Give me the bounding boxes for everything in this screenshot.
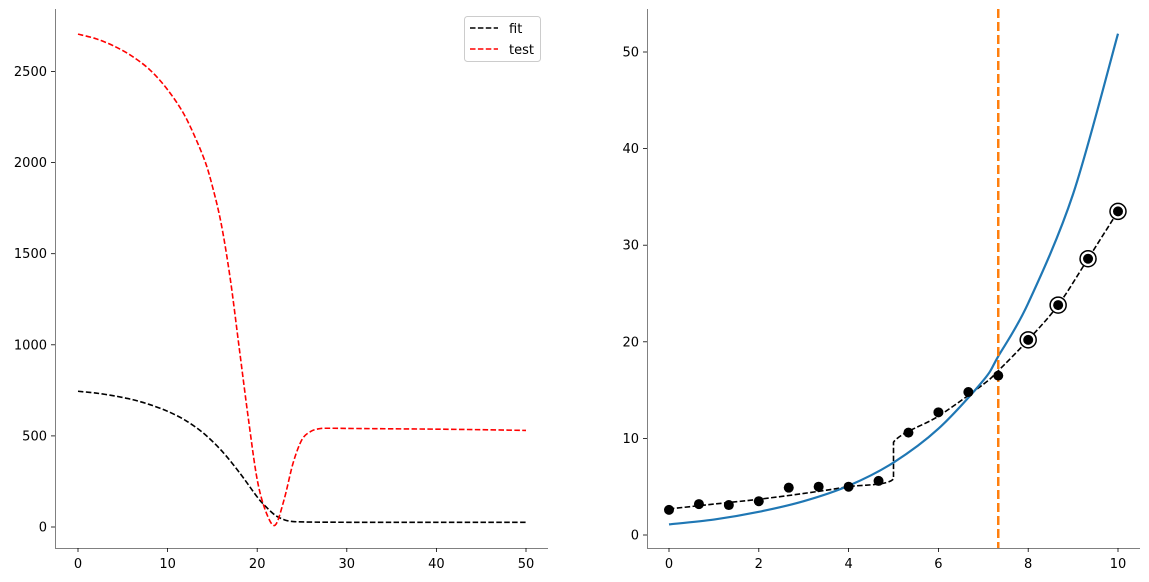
test-line [77,33,527,527]
data-point [1053,300,1064,311]
data-point [664,504,674,515]
x-tick-label: 0 [665,557,673,572]
data-point [903,427,914,438]
y-tick-label: 30 [622,239,639,254]
y-tick-label: 0 [631,529,639,544]
left-plot: 0 10 20 30 40 50 0 500 1000 1500 2000 2500 fit tes… [14,9,548,572]
x-tick-label: 10 [159,557,176,572]
x-tick-label: 2 [755,557,763,572]
y-tick-label: 0 [39,521,47,536]
data-point [843,481,854,492]
y-tick-label: 10 [622,432,639,447]
y-tick-label: 1000 [14,338,47,353]
left-y-ticks: 0 500 1000 1500 2000 2500 [14,65,55,536]
data-point [873,475,884,486]
legend-box [464,16,541,62]
x-tick-label: 0 [74,557,82,572]
x-tick-label: 40 [428,557,445,572]
x-tick-label: 50 [518,557,535,572]
exponential-curve-line [668,33,1120,526]
left-plot-lines [77,33,527,527]
y-tick-label: 20 [622,335,639,350]
right-x-ticks: 0 2 4 6 8 10 [665,548,1126,572]
data-point [993,370,1004,381]
legend-test-label: test [509,43,534,58]
x-tick-label: 20 [249,557,266,572]
x-tick-label: 6 [934,557,942,572]
right-plot: 0 2 4 6 8 10 0 10 20 30 40 50 [622,9,1140,572]
right-plot-lines [664,9,1127,548]
data-point [933,407,944,418]
data-point [1083,253,1094,264]
legend-fit-label: fit [509,22,522,37]
data-point [693,499,704,510]
data-point [783,482,794,493]
piecewise-fit-line [668,210,1119,510]
y-tick-label: 2500 [14,65,47,80]
data-point [963,387,974,398]
y-tick-label: 500 [22,429,47,444]
fit-line [77,390,526,524]
right-y-ticks: 0 10 20 30 40 50 [622,46,647,544]
left-x-ticks: 0 10 20 30 40 50 [74,548,534,572]
y-tick-label: 50 [622,46,639,61]
y-tick-label: 1500 [14,247,47,262]
x-tick-label: 8 [1024,557,1032,572]
x-tick-label: 4 [844,557,852,572]
data-point [813,481,824,492]
data-point [723,500,734,511]
x-tick-label: 10 [1110,557,1127,572]
y-tick-label: 2000 [14,156,47,171]
data-point [753,496,764,507]
y-tick-label: 40 [622,142,639,157]
data-point [1023,334,1034,345]
x-tick-label: 30 [339,557,356,572]
data-point [1113,206,1123,217]
legend: fit test [464,16,541,62]
